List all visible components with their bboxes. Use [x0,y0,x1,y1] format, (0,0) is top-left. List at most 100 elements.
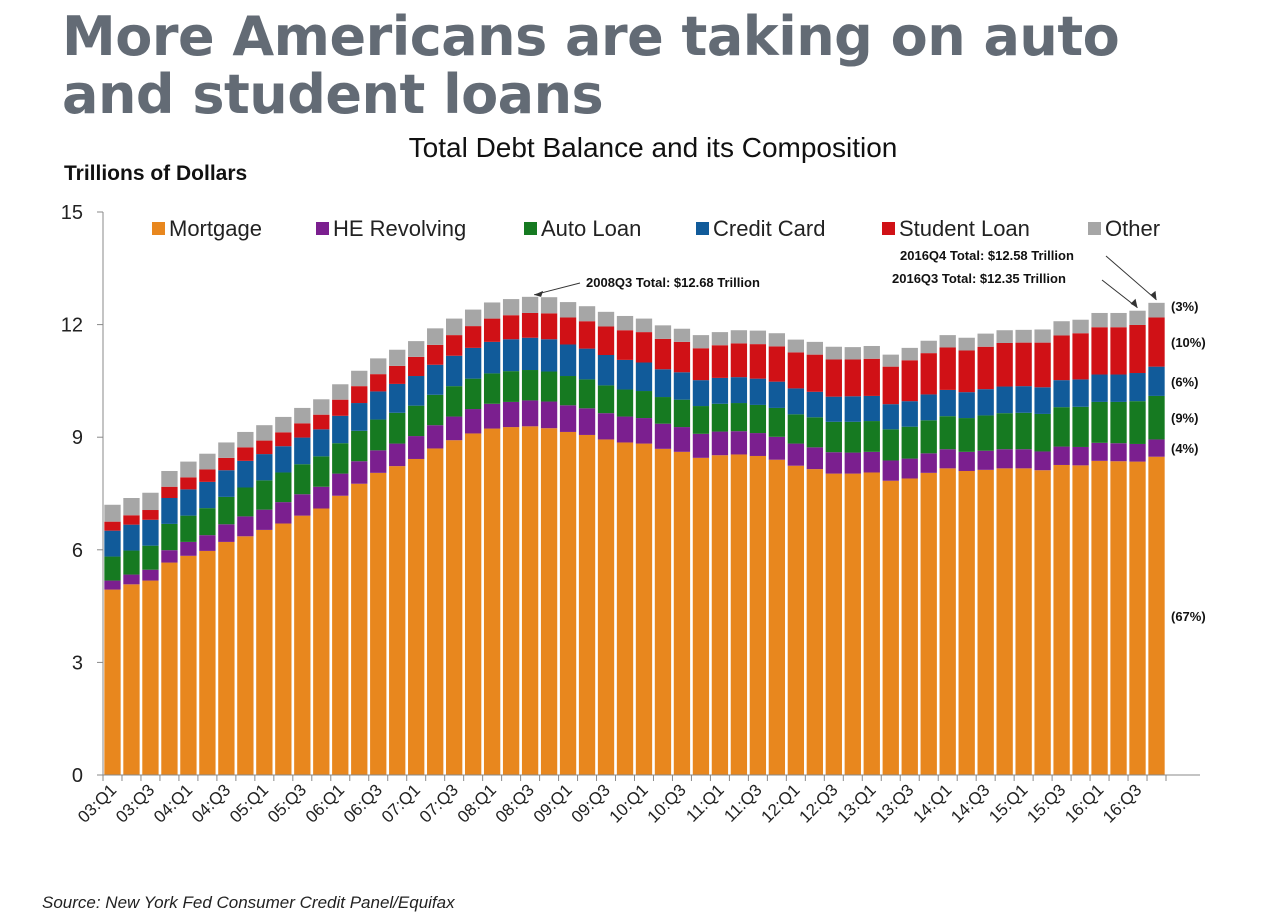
bar-segment-auto-loan [749,404,767,434]
bar-segment-mortgage [958,470,975,775]
bar-segment-mortgage [142,580,159,775]
x-axis: 03:Q103:Q304:Q104:Q305:Q105:Q306:Q106:Q3… [74,774,1200,827]
bar-segment-he-revolving [389,443,406,467]
annotation-2016q4-line [1105,255,1157,301]
bar-segment-credit-card [502,339,520,372]
x-tick-label: 07:Q1 [378,780,424,826]
bar-segment-he-revolving [996,449,1013,469]
bar-segment-student-loan [332,399,349,416]
bar-segment-student-loan [521,312,539,338]
composition-labels: (3%) (10%) (6%) (9%) (4%) (67%) [1171,299,1206,624]
bar-segment-mortgage [654,448,672,775]
bar-segment-mortgage [882,480,899,775]
bar-segment-other [958,337,975,351]
bar-segment-auto-loan [199,508,216,536]
bar-segment-other [920,340,937,354]
x-tick-label: 13:Q3 [871,780,917,826]
bar-segment-auto-loan [787,414,805,444]
legend-swatch-auto-loan [524,222,537,235]
bar-segment-credit-card [559,344,577,377]
x-tick-label: 12:Q3 [795,780,841,826]
bar-segment-he-revolving [408,436,425,459]
bar-segment-credit-card [1034,387,1051,414]
bar-segment-credit-card [313,429,330,457]
bar-segment-student-loan [559,317,577,345]
bar-segment-credit-card [483,341,501,374]
bar-segment-auto-loan [844,421,861,453]
legend-label: HE Revolving [333,216,466,241]
bar-segment-auto-loan [673,399,691,428]
bar-segment-auto-loan [730,403,748,432]
bar-segment-student-loan [882,366,899,405]
bar-segment-student-loan [901,360,918,402]
bar-segment-auto-loan [180,515,197,542]
bar-segment-mortgage [977,469,994,775]
bar-segment-he-revolving [559,405,577,432]
bar-segment-auto-loan [920,420,937,454]
bar-segment-auto-loan [389,412,406,444]
bar-segment-student-loan [1053,335,1070,381]
bar-segment-student-loan [483,318,501,342]
bar-segment-he-revolving [161,550,178,563]
bar-segment-auto-loan [427,394,444,426]
bar-segment-credit-card [351,403,368,431]
bar-segment-other [389,349,406,366]
bar-segment-credit-card [673,372,691,400]
bar-segment-auto-loan [1053,407,1070,447]
bar-segment-other [806,341,823,355]
bar-segment-mortgage [844,473,861,775]
bar-segment-he-revolving [104,580,121,590]
bar-segment-student-loan [502,315,520,340]
composition-label-student-loan: (10%) [1171,335,1206,350]
bar-segment-auto-loan [218,496,235,525]
annotation-2008q3-arrow [534,290,544,297]
chart-title: Total Debt Balance and its Composition [408,132,898,163]
bar-segment-other [977,333,994,347]
bar-segment-mortgage [408,458,425,775]
bar-segment-mortgage [863,472,880,775]
bar-segment-credit-card [256,454,273,481]
bar-segment-auto-loan [977,415,994,451]
bar-segment-auto-loan [237,487,254,517]
bar-segment-student-loan [920,353,937,395]
bar-segment-credit-card [294,437,311,465]
bar-segment-mortgage [1053,464,1070,775]
bar-segment-credit-card [806,391,823,418]
bar-segment-student-loan [256,440,273,455]
bar-segment-student-loan [730,343,748,378]
source-note: Source: New York Fed Consumer Credit Pan… [42,893,455,912]
bar-segment-student-loan [958,350,975,393]
bar-segment-credit-card [977,389,994,416]
headline-line-2: and student loans [62,63,604,126]
bar-segment-he-revolving [142,569,159,581]
x-tick-label: 09:Q1 [530,780,576,826]
annotation-2008q3: 2008Q3 Total: $12.68 Trillion [586,275,760,290]
bar-segment-auto-loan [332,443,349,474]
x-tick-label: 04:Q3 [188,780,234,826]
bar-segment-he-revolving [464,409,482,434]
bar-segment-student-loan [787,352,805,389]
bar-segment-student-loan [199,469,216,482]
bar-segment-he-revolving [521,400,539,427]
bar-segment-student-loan [654,338,672,370]
bar-segment-student-loan [692,348,710,381]
bar-segment-other [332,384,349,400]
bar-segment-credit-card [464,347,482,379]
bar-segment-auto-loan [692,406,710,434]
bar-segment-he-revolving [256,509,273,530]
bar-segment-other [104,504,121,522]
bar-segment-student-loan [1034,342,1051,388]
bar-segment-credit-card [996,386,1013,414]
bar-segment-mortgage [673,451,691,775]
bar-segment-he-revolving [578,408,596,435]
x-tick-label: 05:Q3 [264,780,310,826]
bar-segment-mortgage [446,440,463,775]
x-tick-label: 12:Q1 [757,780,803,826]
bar-segment-mortgage [806,469,823,775]
bar-segment-he-revolving [294,494,311,516]
legend-label: Auto Loan [541,216,641,241]
bar-segment-he-revolving [882,460,899,481]
x-tick-label: 14:Q3 [947,780,993,826]
bar-segment-mortgage [1015,468,1032,775]
annotation-2016q3-arrow [1130,298,1138,308]
